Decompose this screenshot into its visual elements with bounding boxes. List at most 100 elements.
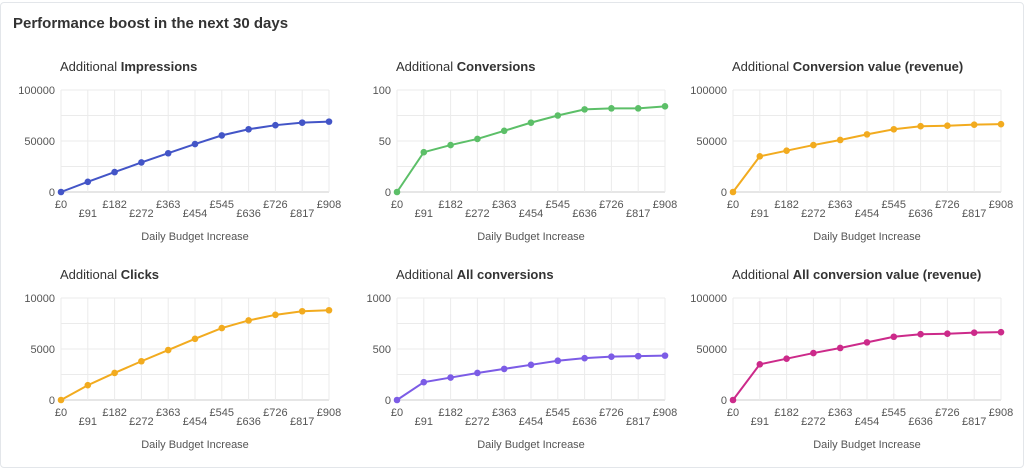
chart-title-prefix: Additional xyxy=(60,267,118,282)
y-tick-label: 5000 xyxy=(31,344,55,356)
chart-svg: 0 500 1000 £0 £91 £182£272£363£454£545£636£72… xyxy=(367,293,678,451)
data-point xyxy=(756,361,764,368)
x-tick-label: £91 xyxy=(79,416,97,428)
data-point xyxy=(164,346,172,354)
data-point xyxy=(191,335,199,343)
x-tick-label: £545 xyxy=(546,407,570,419)
data-point xyxy=(298,307,306,315)
x-tick-label: £363 xyxy=(156,407,180,419)
chart-clicks: Additional Clicks 0 5000 10000 £0 £91 £182 £272… xyxy=(1,267,341,467)
data-point xyxy=(138,357,145,365)
chart-title-metric: Conversion value (revenue) xyxy=(792,59,964,74)
chart-title: Additional Impressions xyxy=(60,59,197,74)
x-tick-label: £182 xyxy=(102,407,126,419)
data-point xyxy=(836,136,844,144)
data-point xyxy=(474,135,481,143)
x-tick-label: £91 xyxy=(751,416,769,428)
chart-title-metric: All conversion value (revenue) xyxy=(792,267,982,282)
data-point xyxy=(527,119,535,126)
data-point xyxy=(191,140,199,148)
chart-title: Additional Conversions xyxy=(396,59,535,74)
chart-svg: 0 50000 100000 £0 £91 £182£272£363£454£545£63… xyxy=(18,85,341,243)
data-point xyxy=(218,132,226,139)
chart-title-prefix: Additional xyxy=(396,59,454,74)
chart-title-metric: Conversions xyxy=(456,59,536,74)
x-tick-label: £817 xyxy=(626,416,650,428)
chart-title-prefix: Additional xyxy=(732,267,790,282)
data-point xyxy=(272,311,279,319)
data-point xyxy=(527,361,535,369)
chart-title-metric: All conversions xyxy=(456,267,554,282)
x-tick-label: £726 xyxy=(263,407,287,419)
y-tick-label: 100000 xyxy=(690,85,727,97)
x-tick-label: £636 xyxy=(572,208,596,220)
data-point xyxy=(944,330,951,337)
data-point xyxy=(393,188,401,196)
x-tick-label: £636 xyxy=(908,416,932,428)
y-tick-label: 100 xyxy=(373,85,391,97)
x-axis-label: Daily Budget Increase xyxy=(141,439,249,451)
data-point xyxy=(810,349,817,357)
data-point xyxy=(997,328,1005,336)
y-tick-label: 1000 xyxy=(367,293,391,305)
data-point xyxy=(164,149,172,157)
chart-title: Additional All conversion value (revenue… xyxy=(732,267,981,282)
x-tick-label: £908 xyxy=(989,407,1013,419)
chart-svg: 0500010000£0£91£182£272£363£454£545£636£… xyxy=(24,293,341,451)
data-point xyxy=(661,352,669,359)
data-point xyxy=(420,148,428,156)
x-axis-label: Daily Budget Increase xyxy=(813,231,921,243)
x-tick-label: £0 xyxy=(55,199,67,211)
data-point xyxy=(500,127,508,135)
x-tick-label: £545 xyxy=(882,407,906,419)
data-point xyxy=(783,147,790,154)
y-tick-label: 500 xyxy=(373,344,391,356)
data-point xyxy=(554,357,562,365)
x-tick-label: £636 xyxy=(572,416,596,428)
data-point xyxy=(57,396,65,404)
chart-title-prefix: Additional xyxy=(732,59,790,74)
x-tick-label: £817 xyxy=(962,416,986,428)
x-tick-label: £91 xyxy=(751,208,769,220)
y-tick-label: 0 xyxy=(49,187,55,199)
chart-title-prefix: Additional xyxy=(60,59,118,74)
data-point xyxy=(863,339,871,346)
x-tick-label: £726 xyxy=(599,199,623,211)
y-tick-label: 50000 xyxy=(696,136,727,148)
chart-impressions: Additional Impressions 0 50000 100000 £0 £91 £… xyxy=(1,59,341,259)
data-point xyxy=(634,352,642,360)
chart-title: Additional All conversions xyxy=(396,267,554,282)
x-tick-label: £182 xyxy=(438,199,462,211)
data-point xyxy=(917,122,924,130)
y-tick-label: 100000 xyxy=(690,293,727,305)
data-point xyxy=(420,378,428,386)
data-point xyxy=(245,317,252,324)
data-point xyxy=(836,344,844,352)
data-point xyxy=(997,120,1005,128)
x-tick-label: £908 xyxy=(317,199,341,211)
data-point xyxy=(863,131,871,138)
data-point xyxy=(111,168,118,176)
x-tick-label: £545 xyxy=(210,199,234,211)
x-tick-label: £636 xyxy=(236,416,260,428)
x-tick-label: £363 xyxy=(828,407,852,419)
chart-conversions: Additional Conversions 0 50 100 £0 £91 £182 £27… xyxy=(337,59,678,259)
chart-title-metric: Impressions xyxy=(120,59,198,74)
x-tick-label: £363 xyxy=(156,199,180,211)
data-point xyxy=(111,369,118,377)
x-tick-label: £908 xyxy=(317,407,341,419)
x-tick-label: £182 xyxy=(774,199,798,211)
data-point xyxy=(325,306,333,314)
chart-title: Additional Conversion value (revenue) xyxy=(732,59,963,74)
data-point xyxy=(581,106,588,113)
x-tick-label: £908 xyxy=(653,407,677,419)
x-tick-label: £908 xyxy=(653,199,677,211)
chart-svg: 050100£0£91£182£272£363£454£545£636£726£… xyxy=(373,85,678,243)
data-point xyxy=(84,178,92,186)
chart-svg: 0 50000 100000 £0 £91 £182£272£363£454£545£63… xyxy=(690,293,1013,451)
chart-all-conversions: Additional All conversions 0 500 1000 £0 £91 £… xyxy=(337,267,678,467)
y-tick-label: 0 xyxy=(721,395,727,407)
data-point xyxy=(325,118,333,125)
x-tick-label: £272 xyxy=(465,416,489,428)
